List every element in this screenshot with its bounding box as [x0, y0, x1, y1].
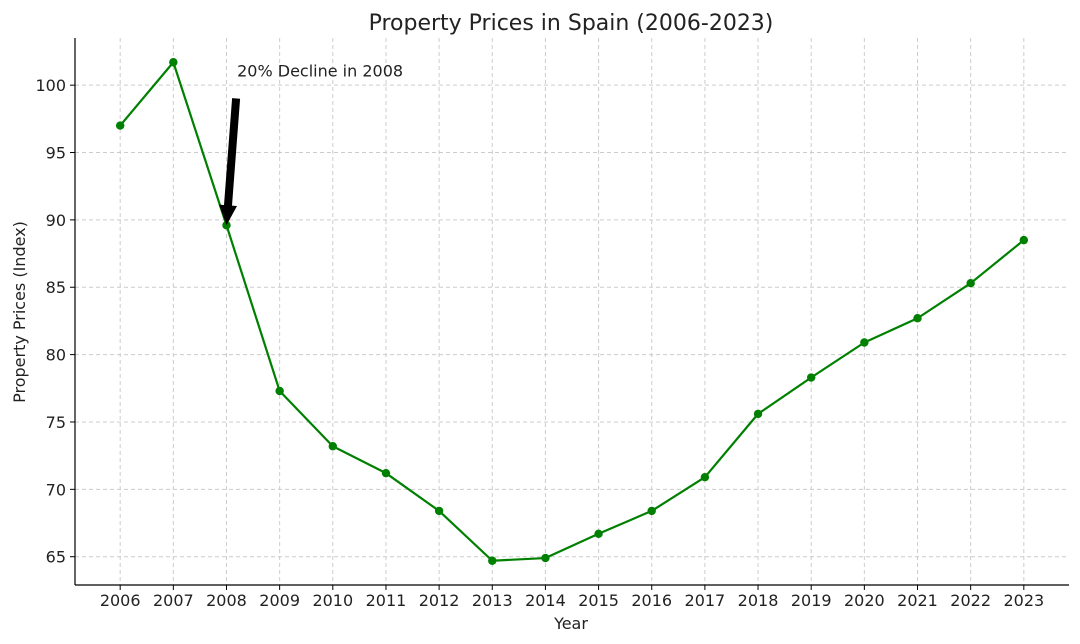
data-point-2022	[966, 279, 975, 288]
grid	[75, 38, 1069, 585]
data-point-2012	[434, 506, 444, 516]
data-point-2006	[115, 121, 125, 130]
data-point-2020	[860, 338, 869, 347]
data-point-2023	[1019, 235, 1029, 245]
y-tick-label-2: 75	[46, 413, 66, 432]
data-point-2009	[275, 386, 284, 396]
annotation-label-0: 20% Decline in 2008	[237, 61, 403, 80]
y-tick-label-0: 65	[46, 548, 66, 567]
x-tick-label-4: 2010	[312, 591, 353, 610]
axes	[70, 38, 1069, 590]
x-tick-label-14: 2020	[844, 591, 885, 610]
y-tick-label-7: 100	[35, 76, 66, 95]
x-tick-label-5: 2011	[366, 591, 407, 610]
x-tick-label-7: 2013	[472, 591, 513, 610]
x-tick-label-6: 2012	[419, 591, 460, 610]
x-tick-label-13: 2019	[791, 591, 832, 610]
data-point-2017	[700, 473, 710, 482]
chart-title: Property Prices in Spain (2006-2023)	[369, 11, 774, 36]
data-point-2015	[594, 529, 603, 539]
series-line-0	[119, 61, 1025, 562]
x-axis-label: Year	[553, 614, 588, 633]
x-tick-label-17: 2023	[1003, 591, 1044, 610]
y-tick-label-5: 90	[46, 211, 66, 230]
x-tick-label-9: 2015	[578, 591, 619, 610]
y-tick-label-3: 80	[46, 346, 66, 365]
x-tick-label-10: 2016	[631, 591, 672, 610]
data-point-2013	[488, 556, 497, 565]
data-point-2019	[806, 373, 816, 382]
y-tick-label-1: 70	[46, 480, 66, 499]
y-tick-labels: 65 70 75 80 85 90 95 100	[35, 76, 66, 567]
data-point-2021	[913, 314, 922, 323]
x-tick-label-3: 2009	[259, 591, 300, 610]
annotation-arrow-0	[219, 98, 241, 226]
data-point-2011	[381, 468, 391, 478]
data-point-2010	[328, 442, 338, 451]
annotation-layer: 20% Decline in 2008	[219, 61, 403, 226]
x-tick-labels: 2006 2007 2008 2009 2010 2011 2012 2013 2014 2015…	[100, 591, 1044, 610]
data-point-2014	[541, 553, 550, 563]
x-tick-label-16: 2022	[950, 591, 991, 610]
x-tick-label-8: 2014	[525, 591, 566, 610]
y-tick-label-4: 85	[46, 278, 66, 297]
x-tick-label-15: 2021	[897, 591, 938, 610]
data-point-2007	[169, 58, 178, 67]
x-tick-label-11: 2017	[685, 591, 726, 610]
series-layer	[115, 58, 1029, 565]
data-point-2018	[753, 409, 763, 419]
data-point-2016	[647, 506, 656, 516]
x-tick-label-1: 2007	[153, 591, 194, 610]
y-tick-label-6: 95	[46, 144, 66, 163]
y-axis-label: Property Prices (Index)	[10, 221, 29, 403]
x-tick-label-2: 2008	[206, 591, 247, 610]
x-tick-label-0: 2006	[100, 591, 141, 610]
x-tick-label-12: 2018	[738, 591, 779, 610]
